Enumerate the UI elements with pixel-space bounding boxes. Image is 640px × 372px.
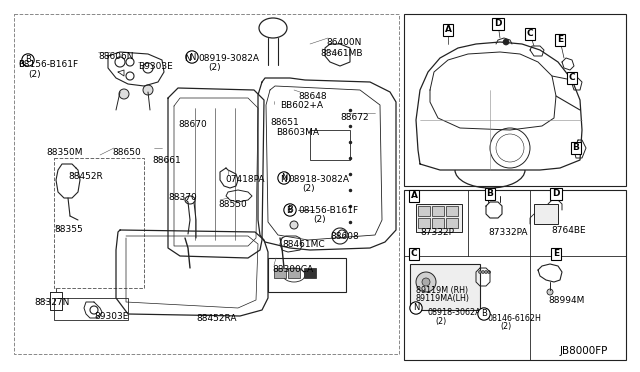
Text: N: N xyxy=(189,52,195,61)
Text: A: A xyxy=(445,26,451,35)
Text: B8603MA: B8603MA xyxy=(276,128,319,137)
Text: 07418PA: 07418PA xyxy=(225,175,264,184)
Text: 88650: 88650 xyxy=(112,148,141,157)
Text: 87332PA: 87332PA xyxy=(488,228,527,237)
Text: (2): (2) xyxy=(28,70,40,79)
Bar xyxy=(288,268,300,278)
Circle shape xyxy=(416,272,436,292)
Text: 08918-3082A: 08918-3082A xyxy=(288,175,349,184)
Text: 88300CA: 88300CA xyxy=(272,265,313,274)
Text: B: B xyxy=(573,144,579,153)
Text: JB8000FP: JB8000FP xyxy=(559,346,608,356)
Text: B9303E: B9303E xyxy=(138,62,173,71)
Text: 88661: 88661 xyxy=(152,156,180,165)
Text: 88461MB: 88461MB xyxy=(320,49,362,58)
Text: C: C xyxy=(527,29,533,38)
Circle shape xyxy=(290,221,298,229)
Text: B: B xyxy=(286,206,292,215)
Text: N: N xyxy=(281,173,287,183)
Text: 88327N: 88327N xyxy=(34,298,69,307)
Bar xyxy=(404,190,626,360)
Text: B: B xyxy=(25,55,31,64)
Text: (2): (2) xyxy=(435,317,446,326)
Circle shape xyxy=(488,270,490,273)
Bar xyxy=(446,218,458,228)
Bar xyxy=(410,264,480,310)
Bar xyxy=(14,14,399,354)
Text: 8764BE: 8764BE xyxy=(551,226,586,235)
Text: 88461MC: 88461MC xyxy=(282,240,324,249)
Text: (2): (2) xyxy=(208,63,221,72)
Text: 88350M: 88350M xyxy=(46,148,83,157)
Text: 88370: 88370 xyxy=(168,193,196,202)
Text: 88355: 88355 xyxy=(54,225,83,234)
Circle shape xyxy=(479,270,481,273)
Bar xyxy=(404,14,626,186)
Bar xyxy=(268,258,346,292)
Text: BB602+A: BB602+A xyxy=(280,101,323,110)
Text: 89119MA(LH): 89119MA(LH) xyxy=(416,294,470,303)
Bar xyxy=(432,218,444,228)
Text: D: D xyxy=(494,19,502,29)
Text: D: D xyxy=(552,189,560,199)
Text: 89119M (RH): 89119M (RH) xyxy=(416,286,468,295)
Text: B: B xyxy=(486,189,493,199)
Text: 08156-B161F: 08156-B161F xyxy=(18,60,78,69)
Text: 08918-3062A: 08918-3062A xyxy=(428,308,482,317)
Text: B: B xyxy=(287,205,293,215)
Bar xyxy=(274,268,286,278)
Bar xyxy=(446,206,458,216)
Text: B: B xyxy=(481,310,487,318)
Circle shape xyxy=(547,289,553,295)
Circle shape xyxy=(422,278,430,286)
Circle shape xyxy=(143,85,153,95)
Bar xyxy=(534,204,558,224)
Text: 88648: 88648 xyxy=(298,92,326,101)
Text: N: N xyxy=(280,175,287,184)
Text: 88994M: 88994M xyxy=(548,296,584,305)
Bar xyxy=(304,268,316,278)
Text: B: B xyxy=(18,60,24,69)
Text: 89303E: 89303E xyxy=(94,312,129,321)
Text: C: C xyxy=(569,74,575,83)
Circle shape xyxy=(484,270,488,273)
Bar xyxy=(418,206,430,216)
Text: N: N xyxy=(413,304,419,312)
Circle shape xyxy=(503,39,509,45)
Circle shape xyxy=(481,270,484,273)
Text: 08146-6162H: 08146-6162H xyxy=(488,314,542,323)
Text: 88606N: 88606N xyxy=(98,52,134,61)
Text: 86400N: 86400N xyxy=(326,38,362,47)
Text: 88550: 88550 xyxy=(218,200,247,209)
Text: 88608: 88608 xyxy=(330,232,359,241)
Text: 88452R: 88452R xyxy=(68,172,103,181)
Text: E: E xyxy=(553,250,559,259)
Text: N: N xyxy=(184,54,191,63)
Text: 87332P: 87332P xyxy=(420,228,454,237)
Text: 88452RA: 88452RA xyxy=(196,314,237,323)
Text: 08919-3082A: 08919-3082A xyxy=(198,54,259,63)
Text: 88651: 88651 xyxy=(270,118,299,127)
Bar xyxy=(310,130,350,160)
Bar xyxy=(418,218,430,228)
Text: E: E xyxy=(557,35,563,45)
Circle shape xyxy=(119,89,129,99)
Text: 88672: 88672 xyxy=(340,113,369,122)
Bar xyxy=(432,206,444,216)
Bar xyxy=(54,158,144,288)
Text: C: C xyxy=(411,250,417,259)
Bar xyxy=(54,298,128,320)
Text: (2): (2) xyxy=(302,184,315,193)
Bar xyxy=(416,204,462,232)
Text: 08156-B161F: 08156-B161F xyxy=(298,206,358,215)
Text: (2): (2) xyxy=(313,215,326,224)
Text: 88670: 88670 xyxy=(178,120,207,129)
Text: A: A xyxy=(410,192,417,201)
Text: (2): (2) xyxy=(500,322,511,331)
